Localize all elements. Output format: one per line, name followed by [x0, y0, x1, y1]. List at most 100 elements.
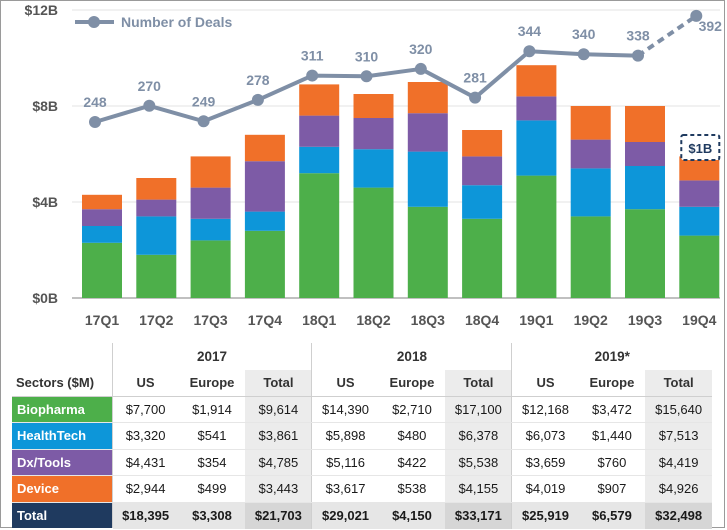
table-cell: $4,419: [645, 449, 712, 476]
table-cell: $907: [578, 475, 646, 503]
x-tick-label: 18Q4: [465, 312, 499, 328]
column-header-us: US: [511, 370, 579, 397]
bar-dx-tools-18Q1: [299, 115, 340, 147]
bar-biopharma-17Q3: [190, 240, 231, 298]
bar-device-19Q1: [516, 65, 557, 97]
bar-biopharma-18Q2: [353, 187, 394, 298]
y-tick-label: $8B: [32, 98, 58, 114]
bar-biopharma-18Q4: [462, 218, 503, 298]
bar-healthtech-17Q4: [244, 211, 285, 231]
column-header-us: US: [111, 370, 179, 397]
x-tick-label: 17Q2: [139, 312, 173, 328]
x-tick-label: 17Q4: [248, 312, 282, 328]
table-cell: $4,150: [378, 502, 446, 529]
column-header-total: Total: [245, 370, 312, 397]
x-tick-label: 19Q1: [519, 312, 553, 328]
table-cell: $4,155: [445, 475, 512, 503]
table-cell: $4,019: [511, 475, 579, 503]
bar-biopharma-18Q1: [299, 173, 340, 298]
x-tick-label: 18Q2: [356, 312, 390, 328]
table-row: Dx/Tools $4,431 $354 $4,785 $5,116 $422 $5,538…: [12, 449, 712, 476]
deal-point-19Q4: [690, 9, 703, 22]
table-cell: $25,919: [511, 502, 579, 529]
column-header-europe: Europe: [578, 370, 646, 397]
bar-dx-tools-19Q1: [516, 96, 557, 121]
x-tick-label: 17Q1: [85, 312, 119, 328]
deal-point-18Q3: [414, 62, 427, 75]
bar-biopharma-19Q3: [625, 209, 665, 298]
table-cell: $12,168: [511, 396, 579, 423]
table-cell: $3,659: [511, 449, 579, 476]
deal-point-18Q2: [360, 70, 373, 83]
deal-label-19Q2: 340: [572, 26, 596, 42]
deal-point-18Q4: [469, 91, 482, 104]
bar-biopharma-18Q3: [407, 206, 448, 298]
year-header-blank: [12, 343, 112, 370]
table-row: Total $18,395 $3,308 $21,703 $29,021 $4,150 $3…: [12, 502, 712, 530]
y-tick-label: $12B: [25, 2, 58, 18]
column-header-europe: Europe: [178, 370, 246, 397]
bar-biopharma-17Q1: [82, 242, 122, 298]
deal-point-17Q1: [89, 116, 101, 128]
deal-label-18Q2: 310: [355, 48, 379, 64]
annotation-label: $1B: [688, 141, 712, 156]
sector-table: 2017 2018 2019* Sectors ($M) US Europe Tot…: [12, 343, 712, 530]
annotation-box: [680, 134, 721, 161]
table-cell: $422: [378, 449, 446, 476]
column-header-us: US: [311, 370, 379, 397]
bar-device-17Q1: [82, 194, 122, 210]
table-body: Biopharma $7,700 $1,914 $9,614 $14,390 $2,710…: [12, 396, 712, 530]
year-2017: 2017: [111, 343, 312, 370]
table-cell: $5,116: [311, 449, 379, 476]
deal-label-18Q1: 311: [301, 48, 324, 64]
deal-label-18Q3: 320: [409, 41, 433, 57]
x-tick-label: 19Q4: [682, 312, 716, 328]
legend-label: Number of Deals: [121, 14, 232, 30]
table-cell: $6,378: [445, 422, 512, 450]
bar-healthtech-17Q3: [190, 218, 231, 241]
bar-device-18Q4: [462, 130, 503, 157]
bar-healthtech-19Q3: [625, 166, 665, 210]
deal-label-18Q4: 281: [463, 70, 487, 86]
deal-label-17Q3: 249: [192, 93, 216, 109]
sector-label: HealthTech: [12, 422, 112, 450]
table-cell: $15,640: [645, 396, 712, 423]
bar-healthtech-19Q1: [516, 120, 557, 176]
bar-device-18Q2: [353, 94, 394, 118]
table-cell: $32,498: [645, 502, 712, 529]
y-tick-label: $0B: [32, 290, 58, 306]
table-cell: $29,021: [311, 502, 379, 529]
year-header-row: 2017 2018 2019*: [12, 343, 712, 370]
deal-label-17Q4: 278: [246, 72, 270, 88]
deal-label-19Q4: 392: [699, 18, 723, 34]
bar-dx-tools-19Q2: [570, 139, 611, 169]
y-tick-label: $4B: [32, 194, 58, 210]
table-cell: $6,073: [511, 422, 579, 450]
deals-chart: $0B $4B $8B $12B 17Q1 17Q2 17Q3 17Q4 18Q1 18Q2 18Q…: [25, 2, 723, 328]
bar-healthtech-18Q1: [299, 146, 340, 174]
deal-label-17Q1: 248: [83, 94, 107, 110]
deal-label-17Q2: 270: [138, 78, 162, 94]
column-header-total: Total: [645, 370, 712, 397]
x-tick-label: 19Q3: [628, 312, 662, 328]
table-cell: $1,914: [178, 396, 246, 423]
table-cell: $499: [178, 475, 246, 503]
bar-healthtech-18Q4: [462, 185, 503, 219]
table-cell: $354: [178, 449, 246, 476]
sector-label: Dx/Tools: [12, 449, 112, 476]
deal-point-18Q1: [306, 69, 319, 82]
bar-healthtech-18Q2: [353, 149, 394, 188]
bar-biopharma-17Q2: [136, 254, 177, 298]
legend-marker: [88, 16, 100, 28]
deal-label-19Q3: 338: [626, 28, 650, 44]
table-row: HealthTech $3,320 $541 $3,861 $5,898 $480 $6,3…: [12, 422, 712, 450]
bar-device-17Q3: [190, 156, 231, 188]
bar-device-17Q4: [244, 134, 285, 162]
table-cell: $7,700: [111, 396, 179, 423]
deal-point-19Q2: [577, 48, 590, 61]
deal-point-17Q4: [251, 93, 264, 106]
table-cell: $4,926: [645, 475, 712, 503]
bar-healthtech-19Q4: [679, 206, 720, 236]
column-header-total: Total: [445, 370, 512, 397]
table-cell: $14,390: [311, 396, 379, 423]
